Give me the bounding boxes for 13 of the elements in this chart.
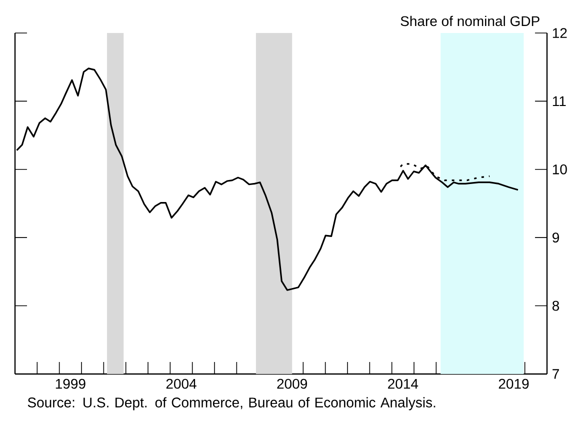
y-tick-label: 8 (552, 300, 560, 311)
source-note: Source: U.S. Dept. of Commerce, Bureau of Economic Analysis. (28, 397, 436, 410)
y-tick-label: 7 (552, 369, 559, 379)
y-tick-label: 10 (552, 164, 567, 174)
x-tick-label: 2014 (388, 378, 418, 389)
x-tick-label: 1999 (56, 378, 86, 389)
x-tick-label: 2009 (277, 378, 307, 389)
x-tick-label: 2004 (166, 378, 196, 389)
y-tick-label: 9 (552, 232, 559, 243)
y-tick-label: 11 (552, 96, 566, 106)
y-tick-label: 12 (552, 28, 567, 38)
x-tick-label: 2019 (498, 378, 529, 389)
y-axis-title: Share of nominal GDP (400, 16, 540, 26)
